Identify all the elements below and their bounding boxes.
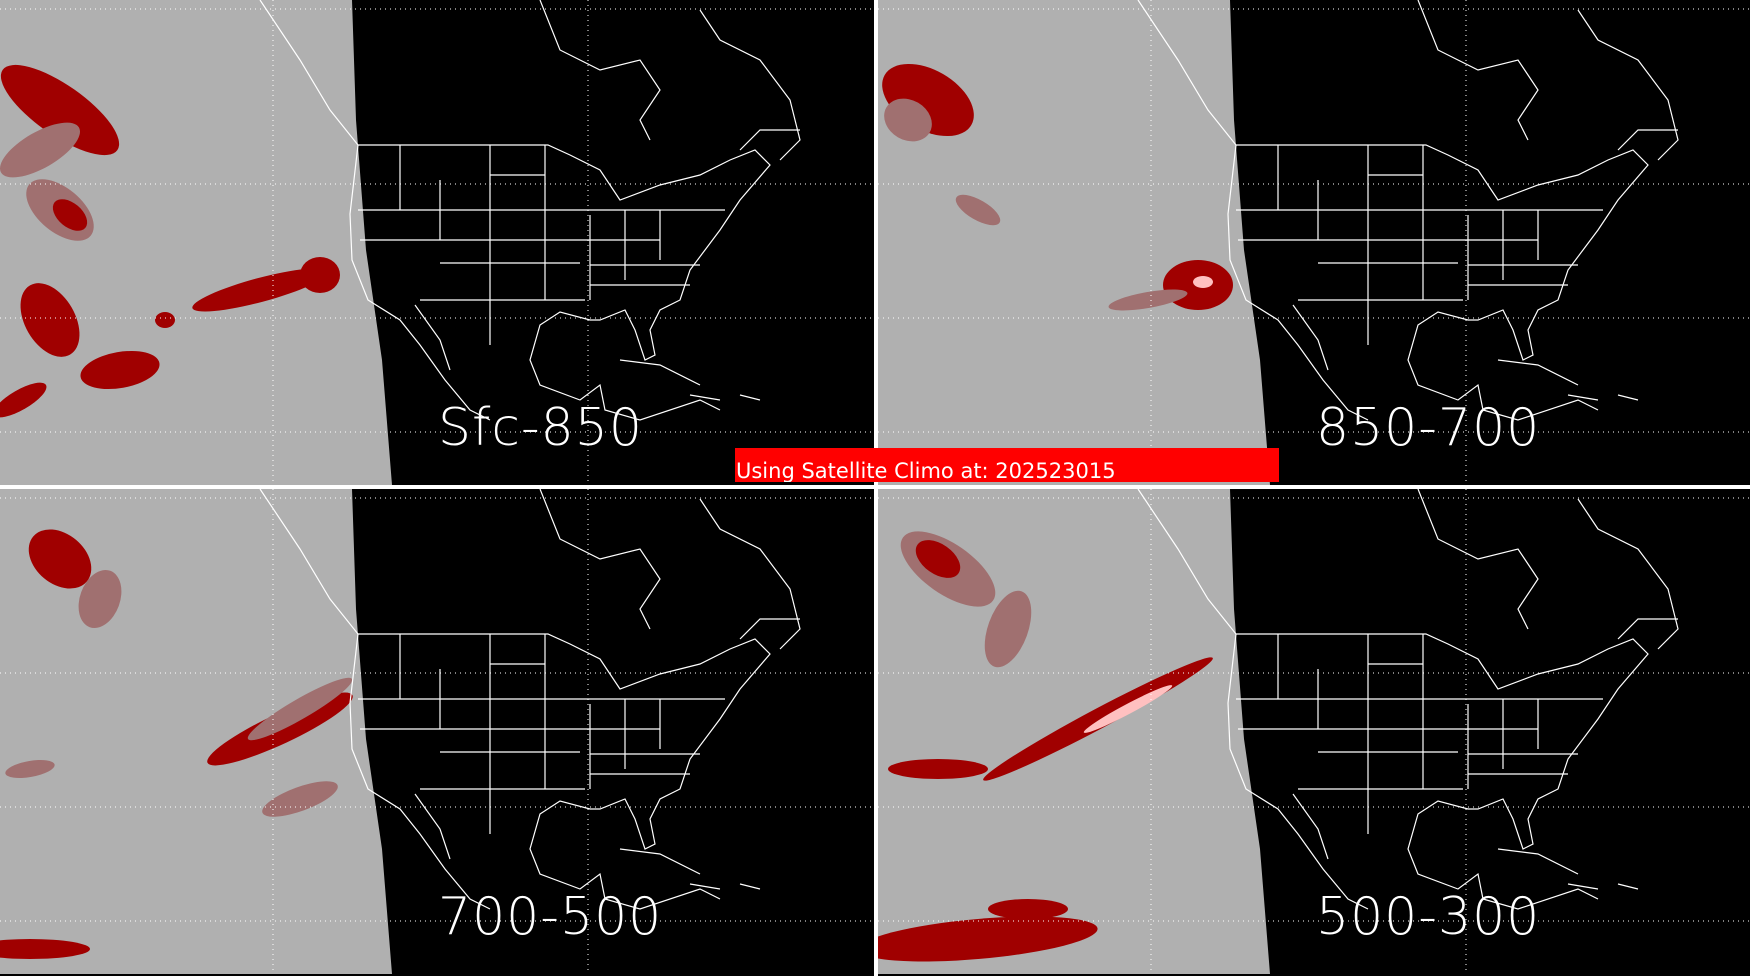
us-border (1236, 144, 1649, 421)
moisture-blob (0, 122, 80, 178)
state-borders (1236, 145, 1603, 345)
map-image (0, 0, 874, 485)
map-image (0, 489, 874, 974)
state-borders (1236, 634, 1603, 834)
caribbean-islands (1497, 359, 1639, 401)
moisture-blob (0, 939, 90, 959)
moisture-blob (1193, 276, 1213, 288)
moisture-blob (955, 194, 1001, 226)
canada-coastline (539, 489, 801, 650)
coastline (259, 489, 491, 910)
panel-500-300: 500-300 (878, 489, 1750, 974)
moisture-blob (155, 312, 175, 328)
map-image (878, 0, 1750, 485)
panel-label: 700-500 (438, 887, 663, 947)
us-border (358, 144, 771, 421)
moisture-blob (300, 257, 340, 293)
panel-label: 850-700 (1316, 398, 1541, 458)
canada-coastline (539, 0, 801, 161)
us-border (1236, 633, 1649, 910)
moisture-blob (888, 759, 988, 779)
panel-label: Sfc-850 (438, 398, 643, 458)
moisture-blob (915, 540, 961, 578)
panel-sfc-850: Sfc-850 (0, 0, 874, 485)
moisture-blob (80, 350, 160, 390)
coastline (1137, 489, 1369, 910)
moisture-blob (1083, 685, 1173, 733)
satellite-coverage (0, 0, 392, 485)
map-image (878, 489, 1750, 974)
moisture-blob (0, 382, 47, 418)
us-border (358, 633, 771, 910)
moisture-blob (192, 268, 328, 312)
moisture-blob (247, 677, 353, 741)
state-borders (358, 145, 725, 345)
moisture-blob (262, 781, 338, 817)
canada-coastline (1417, 489, 1679, 650)
caribbean-islands (619, 848, 761, 890)
moisture-blob (28, 529, 92, 589)
caribbean-islands (619, 359, 761, 401)
panel-850-700: 850-700 (878, 0, 1750, 485)
moisture-blob (884, 98, 932, 142)
caribbean-islands (1497, 848, 1639, 890)
coastline (259, 0, 491, 421)
coastline (1137, 0, 1369, 421)
satellite-coverage (878, 0, 1270, 485)
moisture-blob (0, 64, 120, 156)
moisture-blob (878, 916, 1098, 962)
moisture-blob (5, 760, 55, 778)
horizontal-divider (0, 485, 1750, 489)
climo-banner: Using Satellite Climo at: 202523015 (735, 448, 1279, 482)
canada-coastline (1417, 0, 1679, 161)
moisture-blob (988, 899, 1068, 919)
moisture-blob (984, 590, 1032, 668)
panel-label: 500-300 (1316, 887, 1541, 947)
state-borders (358, 634, 725, 834)
moisture-blob (983, 657, 1213, 781)
moisture-blob (52, 199, 88, 231)
moisture-blob (20, 283, 80, 357)
moisture-blob (78, 569, 122, 629)
moisture-blob (1108, 289, 1188, 311)
panel-700-500: 700-500 (0, 489, 874, 974)
